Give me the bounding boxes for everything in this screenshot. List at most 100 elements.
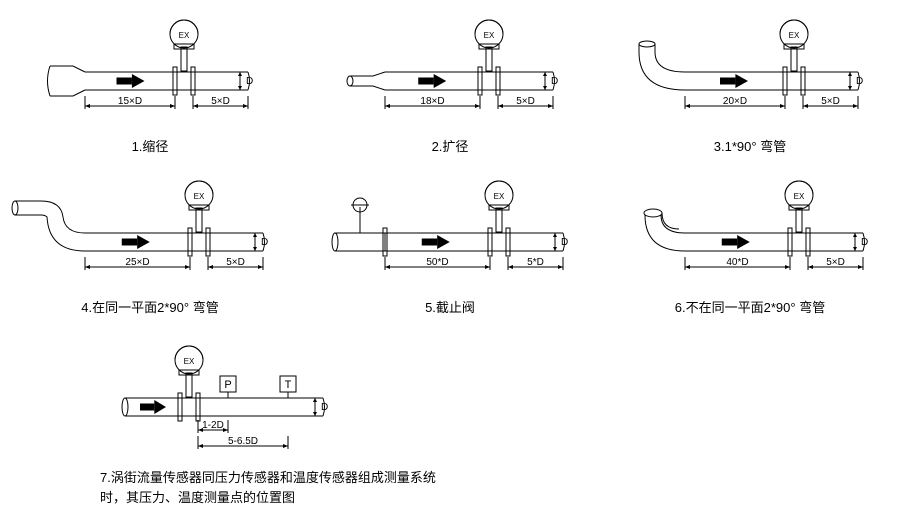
sensor-head: EX bbox=[175, 346, 203, 397]
sensor-head: EX bbox=[780, 20, 808, 71]
flange bbox=[783, 67, 787, 95]
svg-text:18×D: 18×D bbox=[420, 96, 444, 107]
flange bbox=[496, 67, 500, 95]
pipe-section bbox=[335, 233, 385, 251]
caption-7: 7.涡街流量传感器同压力传感器和温度传感器组成测量系统时，其压力、温度测量点的位… bbox=[100, 468, 460, 507]
caption-1: 1.缩径 bbox=[132, 136, 169, 155]
dimension-line: 25×D bbox=[85, 257, 190, 270]
svg-text:5-6.5D: 5-6.5D bbox=[228, 436, 258, 447]
svg-text:EX: EX bbox=[179, 31, 190, 40]
svg-text:5×D: 5×D bbox=[821, 96, 840, 107]
expander-inlet bbox=[347, 72, 385, 90]
diagram-5: EX D 50*D 5*D bbox=[310, 171, 590, 291]
caption-6: 6.不在同一平面2*90° 弯管 bbox=[675, 297, 825, 316]
flange bbox=[196, 393, 200, 421]
svg-text:EX: EX bbox=[794, 192, 805, 201]
dimension-line: 40*D bbox=[685, 257, 790, 270]
flange bbox=[206, 228, 210, 256]
diagram-1: EX D 15×D 5×D bbox=[10, 10, 290, 130]
pipe-section bbox=[180, 398, 198, 416]
dimension-line: 50*D bbox=[385, 257, 490, 270]
dimension-line: 5×D bbox=[498, 96, 553, 109]
elbow-2x90-nplane-inlet bbox=[644, 209, 685, 251]
flow-arrow-icon bbox=[122, 235, 150, 249]
diagram-cell-6: EX D 40*D 5×D 6.不在同一平面2*90° 弯管 bbox=[610, 171, 890, 332]
flange bbox=[173, 67, 177, 95]
flange bbox=[178, 393, 182, 421]
gate-valve-inlet bbox=[332, 198, 387, 256]
svg-text:5×D: 5×D bbox=[211, 96, 230, 107]
svg-text:T: T bbox=[285, 379, 292, 391]
diameter-label: D bbox=[553, 233, 568, 251]
dimension-line: 20×D bbox=[685, 96, 785, 109]
reducer-inlet bbox=[48, 66, 86, 96]
diagram-cell-2: EX D 18×D 5×D 2.扩径 bbox=[310, 10, 590, 171]
dimension-line: 5*D bbox=[508, 257, 563, 270]
diagram-cell-3: EX D 20×D 5×D 3.1*90° 弯管 bbox=[610, 10, 890, 171]
svg-text:25×D: 25×D bbox=[125, 257, 149, 268]
caption-4: 4.在同一平面2*90° 弯管 bbox=[81, 297, 218, 316]
diagram-cell-7: EX P T D 1-2D bbox=[70, 332, 890, 462]
sensor-head: EX bbox=[785, 181, 813, 232]
svg-text:40*D: 40*D bbox=[726, 257, 748, 268]
caption-3: 3.1*90° 弯管 bbox=[714, 136, 786, 155]
dimension-line: 5×D bbox=[193, 96, 248, 109]
diagram-cell-4: EX D 25×D 5×D 4.在同一平面2*90° 弯管 bbox=[10, 171, 290, 332]
sensor-head: EX bbox=[485, 181, 513, 232]
diameter-label: D bbox=[313, 398, 328, 416]
diagram-cell-1: EX D 15×D 5×D 1.缩径 bbox=[10, 10, 290, 171]
dimension-line: 18×D bbox=[385, 96, 480, 109]
diagram-cell-5: EX D 50*D 5*D 5.截止阀 bbox=[310, 171, 590, 332]
flange bbox=[488, 228, 492, 256]
dimension-line: 5×D bbox=[808, 257, 863, 270]
pipe-section bbox=[480, 72, 498, 90]
dimension-line: 1-2D bbox=[198, 420, 228, 433]
svg-text:EX: EX bbox=[194, 192, 205, 201]
pipe-section bbox=[190, 233, 208, 251]
diameter-label: D bbox=[238, 72, 253, 90]
flow-arrow-icon bbox=[418, 74, 446, 88]
svg-text:50*D: 50*D bbox=[426, 257, 448, 268]
flow-arrow-icon bbox=[720, 74, 748, 88]
pressure-tap: P bbox=[220, 376, 236, 398]
svg-text:EX: EX bbox=[484, 31, 495, 40]
svg-text:D: D bbox=[321, 402, 328, 413]
svg-text:5*D: 5*D bbox=[527, 257, 544, 268]
elbow-2x90-plane-inlet bbox=[12, 201, 85, 251]
diameter-label: D bbox=[253, 233, 268, 251]
dimension-line: 5×D bbox=[208, 257, 263, 270]
svg-text:15×D: 15×D bbox=[118, 96, 142, 107]
svg-text:5×D: 5×D bbox=[226, 257, 245, 268]
svg-text:D: D bbox=[551, 76, 558, 87]
sensor-head: EX bbox=[170, 20, 198, 71]
diagram-3: EX D 20×D 5×D bbox=[610, 10, 890, 130]
flange bbox=[506, 228, 510, 256]
diagram-7: EX P T D 1-2D bbox=[70, 332, 390, 462]
flange bbox=[801, 67, 805, 95]
diagram-6: EX D 40*D 5×D bbox=[610, 171, 890, 291]
dimension-line: 15×D bbox=[85, 96, 175, 109]
elbow-90-inlet bbox=[639, 41, 685, 90]
svg-text:EX: EX bbox=[494, 192, 505, 201]
flange bbox=[191, 67, 195, 95]
svg-text:EX: EX bbox=[184, 357, 195, 366]
flow-arrow-icon bbox=[140, 400, 166, 414]
svg-text:D: D bbox=[261, 237, 268, 248]
pipe-section bbox=[490, 233, 508, 251]
flange bbox=[188, 228, 192, 256]
diameter-label: D bbox=[848, 72, 863, 90]
svg-text:5×D: 5×D bbox=[516, 96, 535, 107]
dimension-line: 5×D bbox=[803, 96, 858, 109]
pipe-section bbox=[785, 72, 803, 90]
svg-text:D: D bbox=[561, 237, 568, 248]
pipe-section bbox=[198, 398, 323, 416]
sensor-head: EX bbox=[475, 20, 503, 71]
diameter-label: D bbox=[853, 233, 868, 251]
caption-5: 5.截止阀 bbox=[425, 297, 475, 316]
svg-text:D: D bbox=[861, 237, 868, 248]
diagram-4: EX D 25×D 5×D bbox=[10, 171, 290, 291]
flange bbox=[788, 228, 792, 256]
flange bbox=[806, 228, 810, 256]
flow-arrow-icon bbox=[117, 74, 145, 88]
svg-text:D: D bbox=[246, 76, 253, 87]
